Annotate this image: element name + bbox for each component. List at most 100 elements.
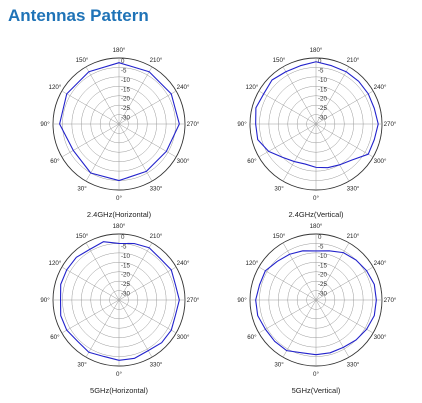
angle-tick-label: 180° xyxy=(113,223,126,230)
radial-tick-label: -20 xyxy=(121,96,131,103)
polar-grid-spoke xyxy=(118,123,153,182)
angle-tick-label: 210° xyxy=(150,233,163,240)
radial-tick-label: -30 xyxy=(318,115,328,122)
polar-grid-spoke xyxy=(258,266,317,301)
angle-tick-label: 30° xyxy=(274,185,284,192)
angle-tick-label: 330° xyxy=(150,361,163,368)
polar-chart: 0° 30° 60° 90° 120° 150° 180° 210° 240° 270° 300° 3… xyxy=(236,220,397,403)
angle-tick-label: 0° xyxy=(116,195,122,202)
angle-tick-label: 120° xyxy=(49,84,62,91)
polar-grid-spoke xyxy=(315,266,374,301)
chart-caption: 2.4GHz(Horizontal) xyxy=(86,210,152,219)
angle-tick-label: 300° xyxy=(177,334,190,341)
polar-grid-spoke xyxy=(315,90,374,125)
polar-chart: 0° 30° 60° 90° 120° 150° 180° 210° 240° 270° 300° 3… xyxy=(39,44,200,227)
polar-grid-spoke xyxy=(118,66,153,125)
angle-tick-label: 90° xyxy=(40,297,50,304)
polar-grid-spoke xyxy=(85,299,120,358)
pattern-line xyxy=(255,61,379,169)
radial-tick-label: -20 xyxy=(318,96,328,103)
radial-tick-label: -20 xyxy=(121,272,131,279)
angle-tick-label: 90° xyxy=(237,297,247,304)
polar-chart: 0° 30° 60° 90° 120° 150° 180° 210° 240° 270° 300° 3… xyxy=(39,220,200,403)
angle-tick-label: 0° xyxy=(313,371,319,378)
angle-tick-label: 120° xyxy=(246,84,259,91)
polar-grid-spoke xyxy=(118,299,153,358)
angle-tick-label: 330° xyxy=(347,185,360,192)
angle-tick-label: 240° xyxy=(374,260,387,267)
angle-tick-label: 270° xyxy=(187,121,200,128)
radial-tick-label: -25 xyxy=(318,281,328,288)
polar-grid-spoke xyxy=(282,299,317,358)
polar-grid-spoke xyxy=(315,66,350,125)
polar-grid-spoke xyxy=(61,90,120,125)
radial-tick-label: -5 xyxy=(121,67,127,74)
angle-tick-label: 300° xyxy=(374,158,387,165)
radial-tick-label: -15 xyxy=(318,262,328,269)
angle-tick-label: 60° xyxy=(247,158,257,165)
polar-grid-spoke xyxy=(85,123,120,182)
polar-grid-spoke xyxy=(315,299,374,334)
radial-tick-label: -25 xyxy=(318,105,328,112)
angle-tick-label: 180° xyxy=(310,223,323,230)
angle-tick-label: 60° xyxy=(247,334,257,341)
radial-tick-label: -15 xyxy=(121,86,131,93)
angle-tick-label: 270° xyxy=(187,297,200,304)
polar-chart: 0° 30° 60° 90° 120° 150° 180° 210° 240° 270° 300° 3… xyxy=(236,44,397,227)
polar-grid-spoke xyxy=(282,123,317,182)
radial-tick-label: -30 xyxy=(318,291,328,298)
polar-grid-spoke xyxy=(258,123,317,158)
polar-grid-spoke xyxy=(85,66,120,125)
angle-tick-label: 60° xyxy=(50,158,60,165)
polar-grid-spoke xyxy=(258,90,317,125)
radial-tick-label: -30 xyxy=(121,115,131,122)
polar-grid-spoke xyxy=(315,123,374,158)
polar-chart-canvas: 0° 30° 60° 90° 120° 150° 180° 210° 240° 270° 300° 3… xyxy=(40,47,200,202)
angle-tick-label: 120° xyxy=(246,260,259,267)
angle-tick-label: 240° xyxy=(177,84,190,91)
radial-tick-label: 0 xyxy=(318,234,322,241)
radial-tick-label: -15 xyxy=(318,86,328,93)
angle-tick-label: 0° xyxy=(313,195,319,202)
radial-tick-label: 0 xyxy=(121,58,125,65)
radial-tick-label: -5 xyxy=(318,243,324,250)
page-title: Antennas Pattern xyxy=(8,6,149,25)
radial-tick-label: -25 xyxy=(121,105,131,112)
radial-tick-label: -10 xyxy=(121,253,131,260)
radial-tick-label: -5 xyxy=(121,243,127,250)
polar-grid-spoke xyxy=(118,299,177,334)
angle-tick-label: 240° xyxy=(177,260,190,267)
angle-tick-label: 30° xyxy=(77,361,87,368)
polar-chart-canvas: 0° 30° 60° 90° 120° 150° 180° 210° 240° 270° 300° 3… xyxy=(40,223,200,378)
angle-tick-label: 240° xyxy=(374,84,387,91)
polar-chart-canvas: 0° 30° 60° 90° 120° 150° 180° 210° 240° 270° 300° 3… xyxy=(237,47,397,202)
angle-tick-label: 150° xyxy=(76,57,89,64)
polar-grid-spoke xyxy=(61,123,120,158)
angle-tick-label: 120° xyxy=(49,260,62,267)
polar-grid-spoke xyxy=(118,266,177,301)
polar-grid-spoke xyxy=(282,66,317,125)
polar-grid-spoke xyxy=(315,123,350,182)
polar-chart-canvas: 0° 30° 60° 90° 120° 150° 180° 210° 240° 270° 300° 3… xyxy=(237,223,397,378)
chart-caption: 5GHz(Vertical) xyxy=(291,386,341,395)
radial-tick-label: -10 xyxy=(318,77,328,84)
angle-tick-label: 30° xyxy=(77,185,87,192)
angle-tick-label: 150° xyxy=(76,233,89,240)
angle-tick-label: 330° xyxy=(150,185,163,192)
radial-tick-label: -20 xyxy=(318,272,328,279)
radial-tick-label: -5 xyxy=(318,67,324,74)
radial-tick-label: -25 xyxy=(121,281,131,288)
polar-grid-spoke xyxy=(118,123,177,158)
angle-tick-label: 270° xyxy=(384,297,397,304)
pattern-line xyxy=(59,62,180,182)
polar-grid-spoke xyxy=(282,242,317,301)
angle-tick-label: 300° xyxy=(374,334,387,341)
angle-tick-label: 90° xyxy=(237,121,247,128)
angle-tick-label: 270° xyxy=(384,121,397,128)
angle-tick-label: 150° xyxy=(273,233,286,240)
radial-tick-label: -30 xyxy=(121,291,131,298)
pattern-line xyxy=(255,250,377,356)
radial-tick-label: -15 xyxy=(121,262,131,269)
angle-tick-label: 30° xyxy=(274,361,284,368)
radial-tick-label: -10 xyxy=(121,77,131,84)
